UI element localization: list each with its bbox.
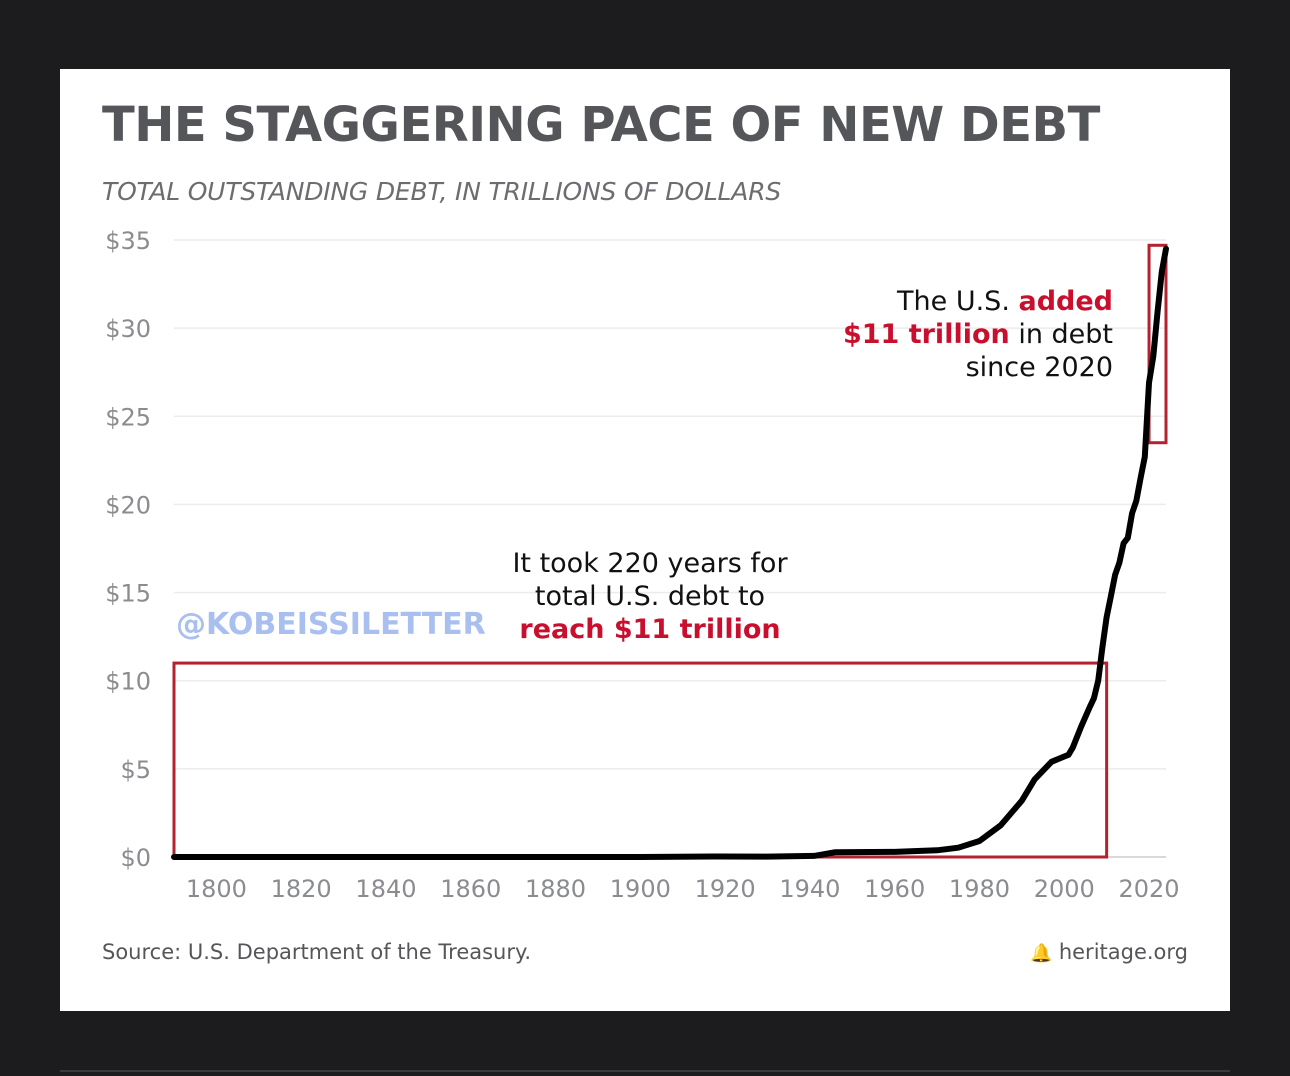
annotation-recent-post: in debt [1010,319,1113,350]
annotation-recent-line2: $11 trillion in debt [843,319,1113,350]
brand-label: heritage.org [1058,940,1188,964]
y-tick-label: $15 [105,580,151,608]
y-tick-label: $10 [105,668,151,696]
y-tick-label: $20 [105,491,151,519]
x-tick-label: 1980 [949,875,1010,903]
y-tick-label: $30 [105,315,151,343]
x-tick-label: 1840 [355,875,416,903]
x-tick-label: 1940 [779,875,840,903]
chart-card: THE STAGGERING PACE OF NEW DEBT TOTAL OU… [60,69,1230,1011]
y-tick-labels: $0 $5 $10 $15 $20 $25 $30 $35 [105,227,151,872]
x-tick-label: 1900 [610,875,671,903]
chart-title: THE STAGGERING PACE OF NEW DEBT [102,97,1100,153]
watermark-text: @KOBEISSILETTER [176,607,486,642]
liberty-bell-icon: 🔔 [1030,943,1053,964]
x-tick-label: 1800 [186,875,247,903]
x-tick-label: 1860 [440,875,501,903]
y-tick-label: $35 [105,227,151,255]
x-tick-label: 1960 [864,875,925,903]
x-tick-label: 2020 [1119,875,1180,903]
annotation-recent-line3: since 2020 [966,352,1113,383]
annotation-history-line1: It took 220 years for [512,548,788,579]
y-tick-label: $25 [105,403,151,431]
annotation-box-recent [1147,243,1168,445]
chart-plot: $0$5$10$15$20$25$30$35 1800 1820 1840 1860 1… [105,227,1180,903]
source-note: Source: U.S. Department of the Treasury. [102,940,532,964]
chart-subtitle: TOTAL OUTSTANDING DEBT, IN TRILLIONS OF … [102,177,782,206]
series-line-total-debt [171,245,1169,860]
x-tick-labels: 1800 1820 1840 1860 1880 1900 1920 1940 1960 1980… [186,875,1180,903]
y-tick-label: $5 [120,756,151,784]
x-tick-label: 1820 [271,875,332,903]
annotation-history-line3: reach $11 trillion [519,614,780,645]
annotation-recent-highlight1: added [1018,286,1113,317]
x-tick-label: 1920 [695,875,756,903]
annotation-recent-highlight2: $11 trillion [843,319,1010,350]
annotation-recent-pre: The U.S. [896,286,1018,317]
page-divider [60,1070,1230,1072]
x-tick-label: 2000 [1034,875,1095,903]
annotation-history-line2: total U.S. debt to [535,581,765,612]
brand-credit[interactable]: 🔔 heritage.org [1030,940,1188,964]
annotation-recent-line1: The U.S. added [896,286,1113,317]
y-tick-label: $0 [120,844,151,872]
annotation-box-history [172,661,1109,859]
x-tick-label: 1880 [525,875,586,903]
